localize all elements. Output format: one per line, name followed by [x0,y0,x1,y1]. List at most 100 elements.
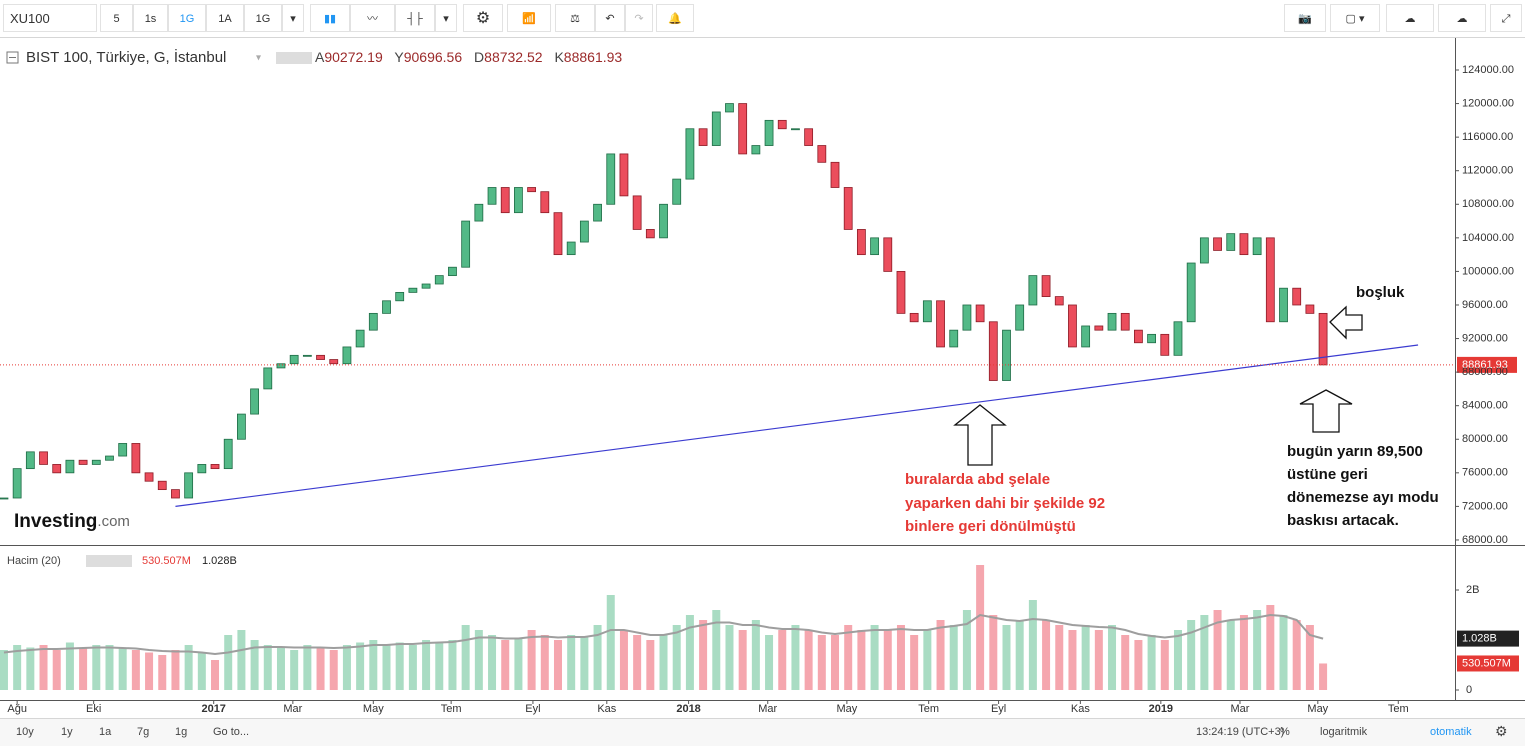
candle [105,455,114,461]
volume-bar [553,640,562,690]
volume-bar [171,650,180,690]
layout[interactable]: ▢ ▾ [1330,4,1380,32]
interval-button[interactable]: 1G [244,4,282,32]
candle [593,203,602,222]
symbol-input[interactable]: XU100 [3,4,97,32]
indicators[interactable]: 📶 [507,4,551,32]
arrow-left [1329,305,1363,340]
candle [1292,287,1302,306]
y-tick-label: 120000.00 [1462,97,1514,109]
x-tick-label: Eki [86,703,101,715]
candle [263,367,273,390]
study-icons[interactable] [86,555,132,567]
candle [395,291,405,302]
dropdown-icon[interactable]: ▾ [256,53,261,64]
candle [1226,233,1236,251]
candle [1173,321,1183,356]
candle [1081,325,1091,348]
candle [408,287,418,293]
volume-bar [1028,600,1037,690]
candle [276,363,286,369]
volume-bar [1002,625,1011,690]
volume-bar [725,625,734,690]
range-button[interactable]: 1g [175,726,188,738]
volume-bar [1213,610,1222,690]
settings[interactable]: ⚙ [463,4,503,32]
volume-bar [369,640,378,690]
candle [909,312,919,323]
y-tick-label: 68000.00 [1462,534,1508,546]
candle [1252,237,1262,256]
settings[interactable]: ⚙ [1495,723,1508,739]
candle [764,119,774,146]
x-tick-label: Tem [918,703,939,715]
volume-bar [184,645,193,690]
volume-bar [883,630,892,690]
chart-type[interactable]: ┤├ [395,4,435,32]
fullscreen[interactable]: ⤢ [1490,4,1522,32]
volume-bar [1279,615,1288,690]
volume-bar [13,645,22,690]
candle [962,304,972,331]
dropdown[interactable]: ▾ [435,4,457,32]
candle [329,359,339,365]
load[interactable]: ☁ [1386,4,1434,32]
interval-button[interactable]: 1s [133,4,168,32]
candle [777,119,787,130]
candle [25,451,35,470]
y-tick-label: 100000.00 [1462,265,1514,277]
volume-bar [844,625,853,690]
chart-type[interactable]: ▮▮ [310,4,350,32]
interval-button[interactable]: 5 [100,4,133,32]
volume-bar [237,630,246,690]
interval-button[interactable]: 1A [206,4,244,32]
range-button[interactable]: 1a [99,726,112,738]
annotation: dönemezse ayı modu [1287,489,1439,506]
volume-bar [751,620,760,690]
volume-bar [1094,630,1103,690]
volume-bar [949,625,958,690]
candle [184,472,194,499]
compare[interactable]: ⚖ [555,4,595,32]
auto-toggle[interactable]: otomatik [1430,726,1472,738]
redo[interactable]: ↷ [625,4,653,32]
y-tick-label: 76000.00 [1462,467,1508,479]
volume-bar [1055,625,1064,690]
log-toggle[interactable]: logaritmik [1320,726,1368,738]
volume-bar [857,630,866,690]
y-tick-label: 108000.00 [1462,198,1514,210]
dropdown[interactable]: ▾ [282,4,304,32]
save[interactable]: ☁ [1438,4,1486,32]
collapse-icon[interactable] [6,51,19,64]
volume-bar [817,635,826,690]
goto-button[interactable]: Go to... [213,726,250,738]
volume-bar [26,647,35,690]
volume-bar [896,625,905,690]
range-button[interactable]: 10y [16,726,34,738]
volume-bar [422,640,431,690]
snapshot[interactable]: 📷 [1284,4,1326,32]
volume-bar [646,640,655,690]
range-button[interactable]: 1y [61,726,73,738]
volume-bar [1160,640,1169,690]
candle [566,241,576,256]
ohlc-label: A [315,49,325,65]
interval-button[interactable]: 1G [168,4,206,32]
volume-bar [580,637,589,690]
percent-toggle[interactable]: % [1280,726,1290,738]
study-icons[interactable] [276,52,312,64]
volume-bar [145,652,154,690]
volume-bar [1292,620,1301,690]
alert[interactable]: 🔔 [656,4,694,32]
chart-type[interactable]: 〰 [350,4,395,32]
undo[interactable]: ↶ [595,4,625,32]
candle [975,304,985,323]
range-button[interactable]: 7g [137,726,150,738]
candle [157,480,167,491]
volume-bar [659,635,668,690]
volume-bar [1319,663,1328,690]
candle [487,187,497,205]
chart-title: BIST 100, Türkiye, G, İstanbul [26,48,226,66]
candle [1213,237,1222,251]
candle [250,388,259,415]
